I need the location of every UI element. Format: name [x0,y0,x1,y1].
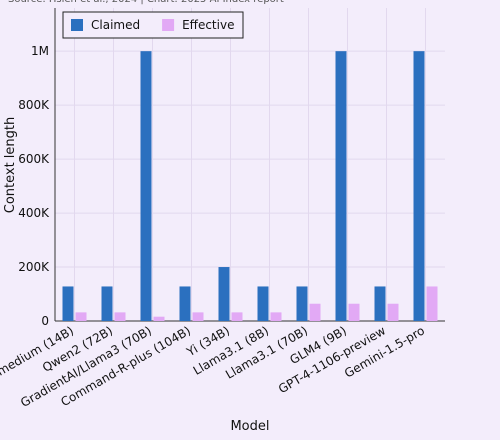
y-tick-label: 800K [18,98,50,112]
y-tick-label: 1M [31,44,49,58]
bar [257,286,269,321]
y-axis-title: Context length [3,117,18,214]
bar [270,312,282,321]
bar [387,303,399,321]
bar [374,286,386,321]
bar [231,312,243,321]
bar [192,312,204,321]
bar [114,312,126,321]
bar [348,303,360,321]
legend-label: Claimed [91,18,140,32]
legend-label: Effective [182,18,234,32]
y-tick-label: 0 [41,314,49,328]
bar [296,286,308,321]
bar [140,51,152,321]
legend-box [62,11,244,39]
bar [179,286,191,321]
legend-swatch [71,19,83,31]
bar [101,286,113,321]
bar [153,316,165,321]
bar [335,51,347,321]
x-axis-title: Model [230,419,269,434]
bar [309,303,321,321]
bar [62,286,74,321]
bar [218,267,230,321]
y-tick-label: 200K [18,260,50,274]
legend-swatch [162,19,175,31]
chart-subtitle: Source: Hsieh et al., 2024 | Chart: 2025… [8,0,284,5]
bar [413,51,425,321]
y-tick-label: 600K [18,152,50,166]
y-tick-label: 400K [18,206,50,220]
bar [426,286,438,321]
bar [75,312,87,321]
